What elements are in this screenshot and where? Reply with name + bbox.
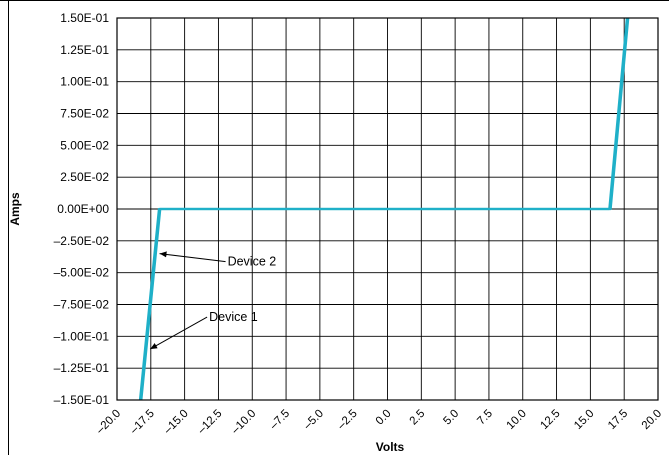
x-axis-label: Volts [376, 440, 405, 454]
x-tick-label: –7.5 [268, 408, 292, 432]
annotation-arrow [159, 251, 226, 263]
x-tick-label: 20.0 [640, 408, 664, 432]
x-tick-label: –5.0 [302, 408, 326, 432]
device-2-line [140, 17, 630, 401]
y-tick-label: –1.50E-01 [54, 393, 110, 407]
plot-border [116, 17, 659, 401]
y-tick-label: 0.00E+00 [57, 202, 109, 216]
y-tick-label: –1.00E-01 [54, 329, 110, 343]
x-tick-label: 5.0 [441, 408, 461, 428]
x-tick-label: 12.5 [538, 408, 562, 432]
x-tick-label: 2.5 [408, 408, 428, 428]
x-tick-label: 15.0 [572, 408, 596, 432]
x-tick-label: 7.5 [475, 408, 495, 428]
y-tick-label: –7.50E-02 [54, 298, 110, 312]
x-tick-label: 17.5 [606, 408, 630, 432]
x-tick-label: –12.5 [196, 408, 225, 437]
y-tick-label: 1.25E-01 [60, 43, 109, 57]
annotation-arrow [149, 316, 208, 350]
y-tick-label: 1.50E-01 [60, 11, 109, 25]
x-tick-label: –17.5 [128, 408, 157, 437]
y-tick-labels: 1.50E-01 1.25E-01 1.00E-01 7.50E-02 5.00E-02… [54, 11, 110, 407]
x-tick-label: –10.0 [230, 408, 259, 437]
x-tick-label: –20.0 [94, 408, 123, 437]
top-border [0, 0, 669, 1]
x-tick-label: 0.0 [374, 408, 394, 428]
y-tick-label: 1.00E-01 [60, 75, 109, 89]
y-tick-label: –1.25E-01 [54, 361, 110, 375]
x-tick-label: –15.0 [162, 408, 191, 437]
y-tick-label: –5.00E-02 [54, 266, 110, 280]
y-tick-label: 2.50E-02 [60, 170, 109, 184]
series-lines [138, 17, 630, 401]
annotation-label: Device 2 [228, 255, 277, 269]
x-tick-labels: –20.0 –17.5 –15.0 –12.5 –10.0 –7.5 –5.0 –2.5 0.0… [94, 408, 664, 437]
x-tick-label: 10.0 [505, 408, 529, 432]
y-axis-label: Amps [8, 192, 22, 226]
y-tick-label: 7.50E-02 [60, 107, 109, 121]
x-tick-label: –2.5 [335, 408, 359, 432]
left-border [8, 0, 9, 455]
annotations: Device 2 Device 1 [149, 251, 277, 350]
annotation-label: Device 1 [209, 310, 258, 324]
y-tick-label: –2.50E-02 [54, 234, 110, 248]
y-tick-label: 5.00E-02 [60, 138, 109, 152]
